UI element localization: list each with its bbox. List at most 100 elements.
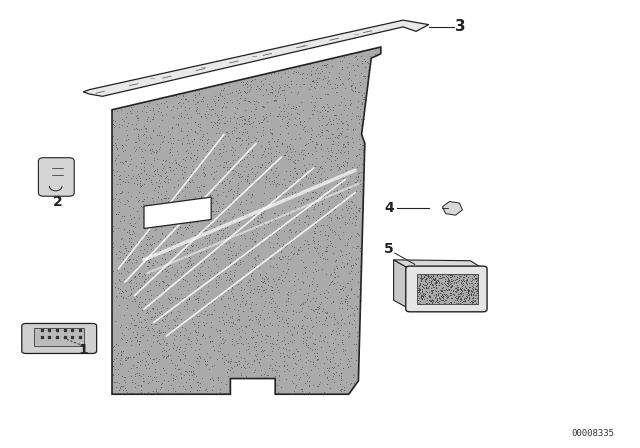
Point bbox=[445, 291, 455, 298]
Point bbox=[198, 166, 209, 173]
Point bbox=[349, 167, 360, 174]
Point bbox=[133, 381, 143, 388]
Point bbox=[155, 290, 165, 297]
Point bbox=[259, 278, 269, 285]
Point bbox=[260, 153, 270, 160]
Point bbox=[344, 333, 354, 340]
Point bbox=[142, 348, 152, 355]
Point bbox=[438, 297, 448, 304]
Point bbox=[294, 308, 304, 315]
Point bbox=[282, 319, 292, 327]
Point bbox=[343, 333, 353, 340]
Point bbox=[459, 285, 469, 292]
Point bbox=[439, 300, 449, 307]
Point bbox=[451, 275, 461, 282]
Point bbox=[355, 297, 365, 304]
Point bbox=[136, 182, 146, 190]
Point bbox=[445, 283, 456, 290]
Point bbox=[422, 274, 432, 281]
Point bbox=[316, 164, 326, 171]
Point bbox=[263, 371, 273, 379]
Point bbox=[337, 304, 347, 311]
Point bbox=[217, 389, 227, 396]
Point bbox=[172, 267, 182, 274]
Point bbox=[182, 131, 192, 138]
Point bbox=[331, 112, 341, 119]
Point bbox=[351, 215, 361, 222]
Point bbox=[269, 215, 279, 223]
Point bbox=[300, 269, 310, 276]
Point bbox=[342, 327, 353, 334]
Point bbox=[111, 355, 121, 362]
Point bbox=[269, 69, 280, 77]
Point bbox=[207, 238, 218, 246]
Point bbox=[235, 95, 245, 102]
Point bbox=[468, 281, 478, 288]
Point bbox=[436, 288, 447, 295]
Point bbox=[141, 124, 151, 131]
Point bbox=[421, 299, 431, 306]
Point bbox=[246, 119, 256, 126]
Point bbox=[415, 285, 425, 293]
Point bbox=[134, 273, 145, 280]
Point bbox=[311, 81, 321, 88]
Point bbox=[355, 308, 365, 315]
Point bbox=[316, 95, 326, 102]
Point bbox=[147, 233, 157, 240]
Point bbox=[166, 246, 177, 253]
Point bbox=[300, 379, 310, 387]
Point bbox=[216, 136, 226, 143]
Point bbox=[280, 308, 291, 315]
Point bbox=[439, 291, 449, 298]
Point bbox=[185, 179, 195, 186]
Point bbox=[198, 98, 209, 105]
Point bbox=[330, 153, 340, 160]
Point bbox=[458, 273, 468, 280]
Point bbox=[225, 359, 235, 366]
Point bbox=[309, 228, 319, 235]
Point bbox=[125, 325, 135, 332]
Point bbox=[207, 207, 217, 215]
Point bbox=[150, 387, 161, 394]
Point bbox=[232, 340, 242, 347]
Point bbox=[243, 77, 253, 84]
Point bbox=[152, 291, 162, 298]
Point bbox=[158, 317, 168, 324]
Point bbox=[143, 372, 153, 379]
Point bbox=[317, 107, 328, 114]
Point bbox=[453, 295, 463, 302]
Point bbox=[470, 294, 481, 302]
Point bbox=[128, 172, 138, 180]
Point bbox=[452, 273, 462, 280]
Point bbox=[207, 386, 218, 393]
Point bbox=[283, 189, 293, 196]
Point bbox=[266, 343, 276, 350]
Point bbox=[145, 241, 155, 248]
Point bbox=[297, 322, 307, 329]
Point bbox=[223, 188, 233, 195]
Point bbox=[198, 131, 209, 138]
Point bbox=[212, 199, 222, 207]
Point bbox=[213, 271, 223, 279]
Point bbox=[443, 276, 453, 283]
Point bbox=[150, 294, 161, 302]
Point bbox=[420, 271, 430, 278]
Point bbox=[232, 360, 242, 367]
Point bbox=[280, 316, 291, 323]
Point bbox=[218, 140, 228, 147]
Point bbox=[270, 91, 280, 98]
Point bbox=[323, 127, 333, 134]
Point bbox=[179, 246, 189, 253]
Point bbox=[317, 254, 328, 262]
Point bbox=[270, 209, 280, 216]
Point bbox=[348, 125, 358, 133]
Point bbox=[214, 329, 225, 336]
Point bbox=[129, 143, 140, 151]
Point bbox=[132, 311, 142, 319]
Point bbox=[241, 335, 252, 342]
Point bbox=[140, 323, 150, 331]
Point bbox=[330, 188, 340, 195]
Point bbox=[461, 284, 472, 292]
Point bbox=[300, 329, 310, 336]
Point bbox=[305, 358, 316, 365]
